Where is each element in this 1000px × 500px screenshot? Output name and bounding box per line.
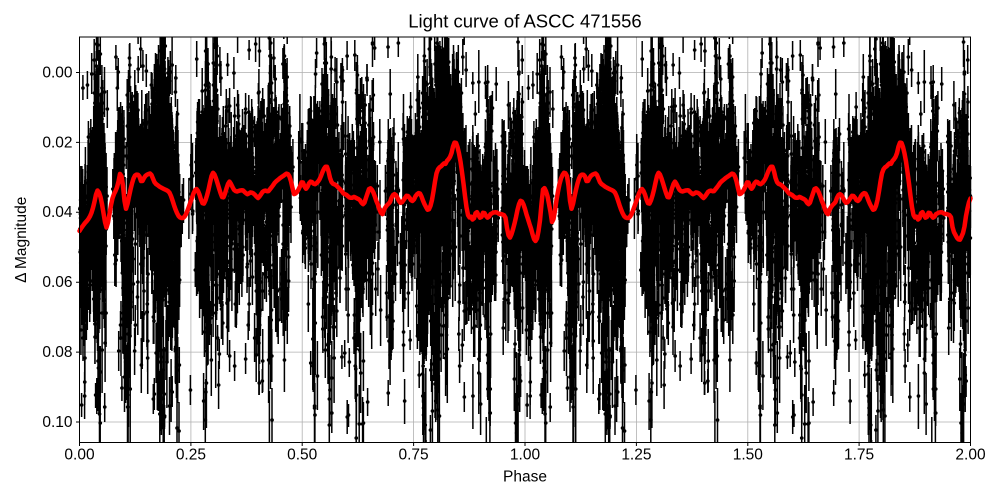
- svg-text:Light curve of ASCC 471556: Light curve of ASCC 471556: [408, 11, 641, 32]
- svg-text:0.00: 0.00: [64, 447, 95, 464]
- svg-text:0.04: 0.04: [42, 204, 73, 221]
- svg-text:1.75: 1.75: [844, 447, 874, 464]
- svg-text:Δ Magnitude: Δ Magnitude: [13, 197, 30, 283]
- svg-text:0.02: 0.02: [42, 134, 72, 151]
- svg-text:0.06: 0.06: [42, 274, 72, 291]
- svg-text:0.25: 0.25: [176, 447, 206, 464]
- svg-text:0.75: 0.75: [399, 447, 429, 464]
- svg-text:0.50: 0.50: [287, 447, 318, 464]
- svg-text:1.50: 1.50: [733, 447, 764, 464]
- svg-text:0.10: 0.10: [42, 414, 73, 431]
- svg-text:1.25: 1.25: [621, 447, 651, 464]
- svg-text:2.00: 2.00: [955, 447, 986, 464]
- svg-text:1.00: 1.00: [510, 447, 541, 464]
- svg-text:0.00: 0.00: [42, 64, 73, 81]
- svg-text:0.08: 0.08: [42, 344, 72, 361]
- svg-text:Phase: Phase: [503, 469, 547, 486]
